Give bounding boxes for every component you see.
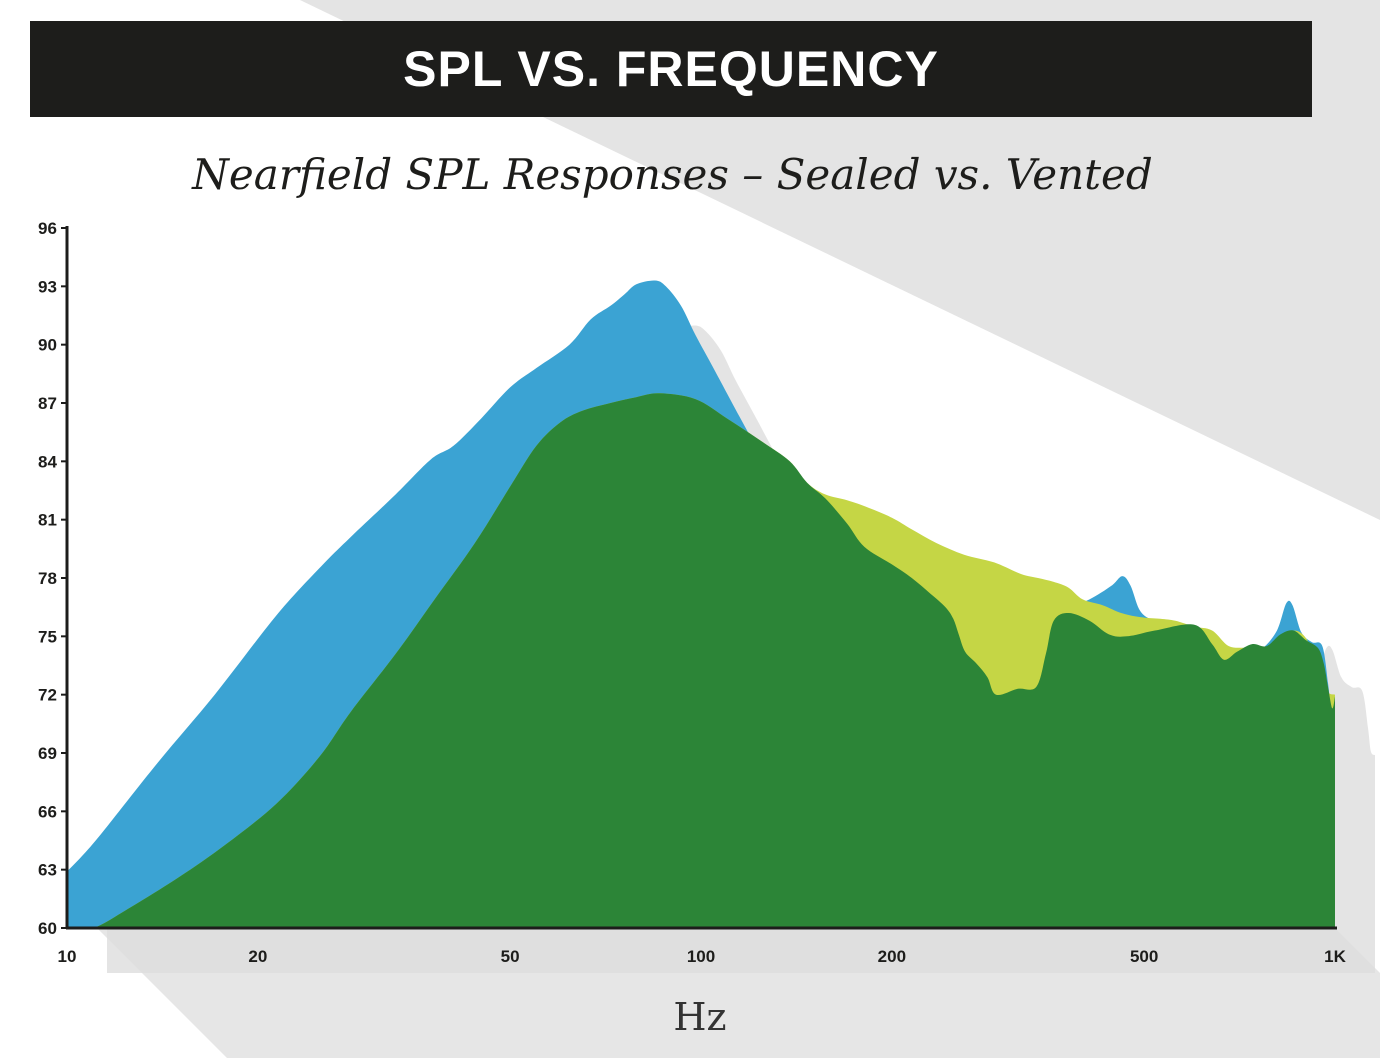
y-tick-label: 66 <box>38 802 57 821</box>
x-tick-label: 20 <box>248 947 267 966</box>
y-tick-label: 81 <box>38 511 57 530</box>
y-tick-label: 72 <box>38 686 57 705</box>
y-tick-label: 93 <box>38 277 57 296</box>
y-tick-label: 87 <box>38 394 57 413</box>
y-tick-label: 60 <box>38 919 57 938</box>
x-tick-label: 1K <box>1324 947 1346 966</box>
x-tick-label: 50 <box>501 947 520 966</box>
y-tick-label: 90 <box>38 336 57 355</box>
banner-title: SPL VS. FREQUENCY <box>403 41 939 97</box>
title-banner: SPL VS. FREQUENCY <box>30 21 1312 117</box>
y-tick-label: 63 <box>38 861 57 880</box>
y-tick-label: 69 <box>38 744 57 763</box>
y-tick-label: 78 <box>38 569 57 588</box>
x-tick-label: 200 <box>878 947 906 966</box>
y-tick-label: 75 <box>38 627 57 646</box>
y-tick-label: 84 <box>38 452 57 471</box>
series-area-green <box>67 393 1335 930</box>
y-tick-label: 96 <box>38 219 57 238</box>
x-tick-label: 10 <box>58 947 77 966</box>
x-tick-label: 100 <box>687 947 715 966</box>
chart-subtitle: Nearfield SPL Responses – Sealed vs. Ven… <box>192 150 1153 199</box>
x-tick-label: 500 <box>1130 947 1158 966</box>
x-axis-label: Hz <box>673 995 727 1039</box>
